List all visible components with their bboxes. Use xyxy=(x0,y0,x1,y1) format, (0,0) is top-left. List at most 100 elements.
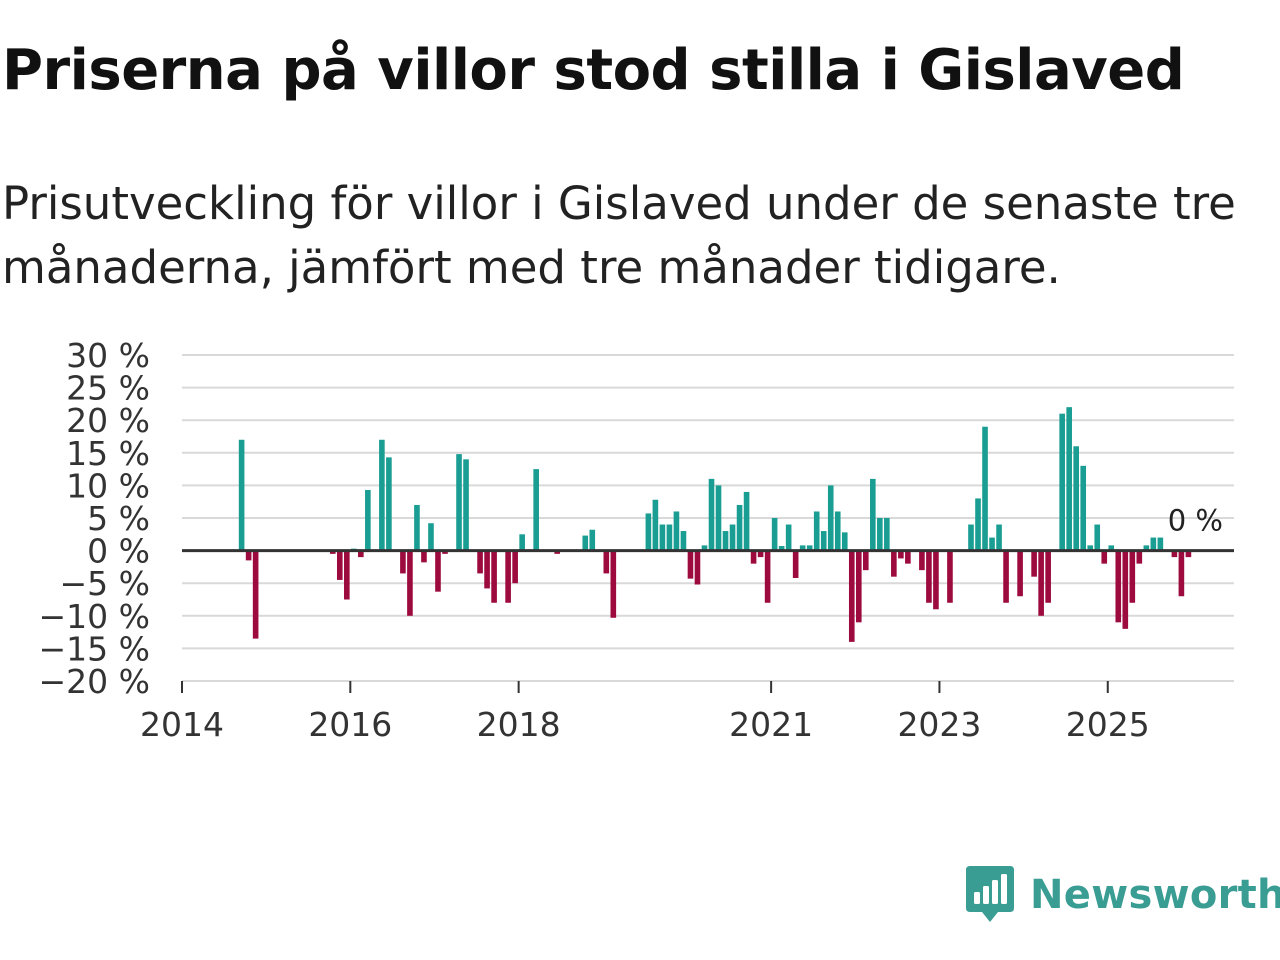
bar xyxy=(680,531,687,551)
bar xyxy=(1108,545,1115,551)
bar xyxy=(722,531,729,551)
bar xyxy=(891,550,897,577)
bar xyxy=(400,550,406,574)
y-tick-label: −20 % xyxy=(39,662,151,701)
bar xyxy=(1101,550,1108,564)
bar xyxy=(694,550,701,585)
bar xyxy=(603,550,610,574)
bar xyxy=(428,523,434,551)
bar xyxy=(947,550,953,603)
bar xyxy=(785,524,792,551)
chart-subtitle: Prisutveckling för villor i Gislaved und… xyxy=(2,177,1236,294)
bar xyxy=(365,489,371,551)
bar xyxy=(652,499,659,551)
bar xyxy=(771,518,778,551)
bar xyxy=(870,478,876,551)
y-tick-label: −5 % xyxy=(60,564,151,603)
bar xyxy=(708,478,715,551)
bar xyxy=(1059,413,1065,551)
bar xyxy=(533,469,539,551)
bar xyxy=(989,537,995,551)
bar xyxy=(1031,550,1037,577)
bar xyxy=(358,550,364,558)
bar xyxy=(884,518,890,551)
bar xyxy=(855,550,862,623)
bar xyxy=(1066,407,1072,551)
bar xyxy=(589,529,596,551)
bar xyxy=(456,454,462,551)
bar xyxy=(1017,550,1023,597)
y-tick-label: 5 % xyxy=(87,499,150,538)
bar xyxy=(245,550,252,561)
bar xyxy=(610,550,617,618)
bar xyxy=(799,545,806,551)
bar xyxy=(1171,550,1178,558)
bar xyxy=(729,524,736,551)
bar xyxy=(1178,550,1185,597)
y-tick-label: 10 % xyxy=(66,466,150,505)
bar xyxy=(435,550,441,592)
bar-chart: 30 %25 %20 %15 %10 %5 %0 %−5 %−10 %−15 %… xyxy=(39,336,1234,740)
x-tick-label: 2014 xyxy=(140,705,224,740)
bar xyxy=(933,550,939,610)
bars xyxy=(238,407,1192,642)
bar xyxy=(329,550,336,554)
bar xyxy=(1143,545,1150,551)
bar xyxy=(379,439,385,551)
bar xyxy=(463,459,469,551)
bar xyxy=(715,485,722,551)
bar xyxy=(841,532,848,551)
x-tick-label: 2023 xyxy=(897,705,981,740)
bar xyxy=(757,550,764,558)
y-tick-label: −10 % xyxy=(39,597,151,636)
bar xyxy=(701,545,708,551)
bar xyxy=(512,550,518,584)
bar xyxy=(442,550,448,554)
x-tick-label: 2021 xyxy=(729,705,813,740)
bar xyxy=(484,550,490,589)
bar xyxy=(848,550,855,642)
bar xyxy=(1185,550,1192,558)
bar xyxy=(1080,465,1087,551)
bar xyxy=(905,550,911,564)
bar xyxy=(975,498,981,551)
bar xyxy=(687,550,694,579)
bar xyxy=(673,511,680,551)
bar xyxy=(996,524,1002,551)
bar xyxy=(827,485,834,551)
axes xyxy=(181,549,1234,693)
bar xyxy=(1038,550,1044,616)
bar xyxy=(407,550,413,616)
bar xyxy=(877,518,883,551)
bar xyxy=(582,535,589,551)
brand-logo: Newsworthy xyxy=(964,862,1280,928)
bar xyxy=(926,550,932,603)
bar xyxy=(1045,550,1051,603)
chart-title: Priserna på villor stod stilla i Gislave… xyxy=(2,38,1185,103)
bar xyxy=(1073,446,1079,551)
x-tick-label: 2016 xyxy=(308,705,392,740)
bar xyxy=(659,524,666,551)
bar xyxy=(919,550,925,571)
bar xyxy=(1094,524,1101,551)
bar xyxy=(1129,550,1136,603)
bar xyxy=(1087,545,1094,551)
bar xyxy=(252,550,259,639)
bar xyxy=(736,504,743,551)
bar xyxy=(421,550,427,563)
bar xyxy=(792,550,799,578)
bar xyxy=(1115,550,1122,623)
bar xyxy=(336,550,343,580)
bar xyxy=(813,511,820,551)
data-label-latest: 0 % xyxy=(1168,504,1223,538)
newsworthy-logo-icon xyxy=(966,866,1014,922)
bar xyxy=(1157,537,1164,551)
bar xyxy=(491,550,497,603)
brand-name: Newsworthy xyxy=(1030,872,1280,918)
bar xyxy=(898,550,904,559)
labels: 30 %25 %20 %15 %10 %5 %0 %−5 %−10 %−15 %… xyxy=(39,336,1223,740)
y-tick-label: 20 % xyxy=(66,401,150,440)
bar xyxy=(1003,550,1009,603)
bar xyxy=(344,550,350,600)
bar xyxy=(834,511,841,551)
